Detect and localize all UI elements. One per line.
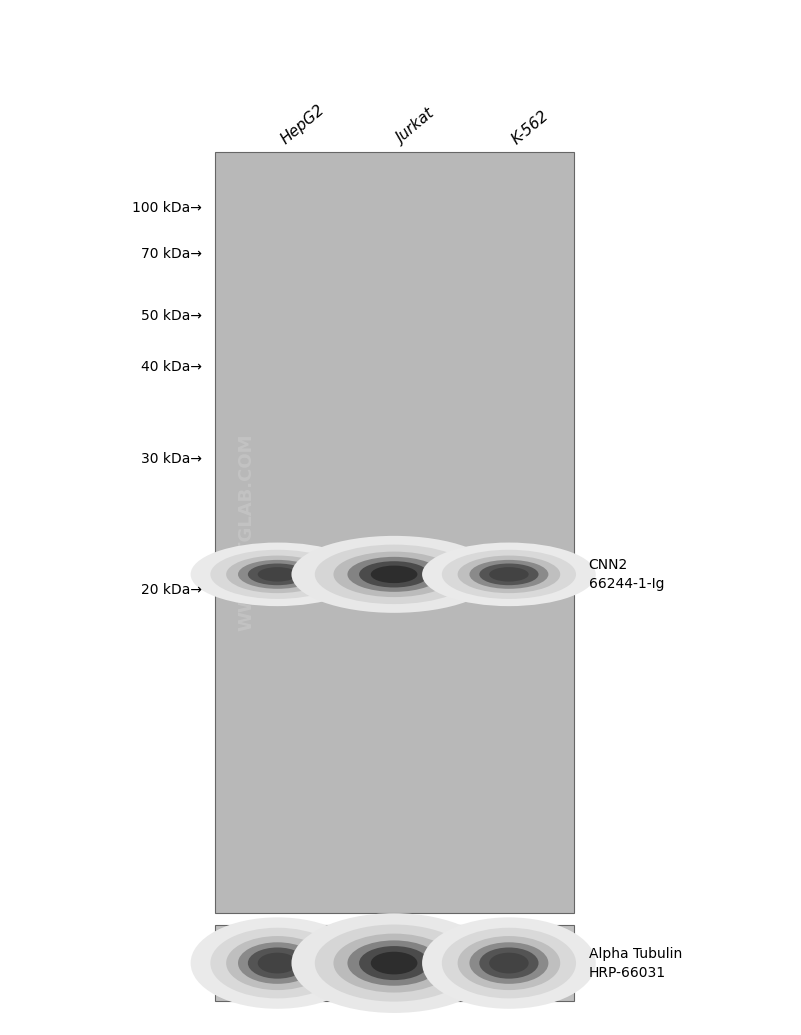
Ellipse shape xyxy=(315,544,473,604)
Ellipse shape xyxy=(359,946,429,980)
Text: 100 kDa→: 100 kDa→ xyxy=(132,201,202,214)
Text: K-562: K-562 xyxy=(509,108,552,147)
Ellipse shape xyxy=(315,924,473,1002)
Ellipse shape xyxy=(333,934,455,993)
Text: HepG2: HepG2 xyxy=(277,102,327,147)
Ellipse shape xyxy=(258,952,297,974)
Ellipse shape xyxy=(238,560,317,589)
Ellipse shape xyxy=(422,542,596,607)
Text: Alpha Tubulin
HRP-66031: Alpha Tubulin HRP-66031 xyxy=(589,947,682,980)
Text: Jurkat: Jurkat xyxy=(394,107,438,147)
Ellipse shape xyxy=(479,563,538,585)
Ellipse shape xyxy=(211,550,344,599)
Text: 70 kDa→: 70 kDa→ xyxy=(141,247,202,261)
Ellipse shape xyxy=(348,941,441,985)
Ellipse shape xyxy=(258,567,297,582)
Ellipse shape xyxy=(469,942,549,984)
Ellipse shape xyxy=(479,947,538,979)
Text: 20 kDa→: 20 kDa→ xyxy=(141,584,202,597)
Ellipse shape xyxy=(371,952,417,974)
Ellipse shape xyxy=(469,560,549,589)
Ellipse shape xyxy=(422,917,596,1009)
Ellipse shape xyxy=(226,936,328,990)
Ellipse shape xyxy=(191,542,364,607)
Ellipse shape xyxy=(292,536,497,613)
Text: 30 kDa→: 30 kDa→ xyxy=(141,451,202,466)
Ellipse shape xyxy=(442,550,576,599)
Ellipse shape xyxy=(348,557,441,592)
Ellipse shape xyxy=(211,927,344,999)
Text: CNN2
66244-1-Ig: CNN2 66244-1-Ig xyxy=(589,558,664,591)
Ellipse shape xyxy=(457,556,560,593)
Text: 50 kDa→: 50 kDa→ xyxy=(141,309,202,324)
Ellipse shape xyxy=(333,552,455,597)
Ellipse shape xyxy=(248,563,307,585)
Ellipse shape xyxy=(226,556,328,593)
Ellipse shape xyxy=(359,561,429,588)
Ellipse shape xyxy=(292,913,497,1013)
Text: 40 kDa→: 40 kDa→ xyxy=(141,360,202,374)
Text: WWW.PTGLAB.COM: WWW.PTGLAB.COM xyxy=(238,434,256,631)
Ellipse shape xyxy=(191,917,364,1009)
Ellipse shape xyxy=(238,942,317,984)
Ellipse shape xyxy=(371,565,417,583)
Ellipse shape xyxy=(442,927,576,999)
Ellipse shape xyxy=(248,947,307,979)
Ellipse shape xyxy=(489,567,529,582)
Bar xyxy=(215,925,574,1001)
Ellipse shape xyxy=(457,936,560,990)
Bar xyxy=(215,152,574,913)
Ellipse shape xyxy=(489,952,529,974)
